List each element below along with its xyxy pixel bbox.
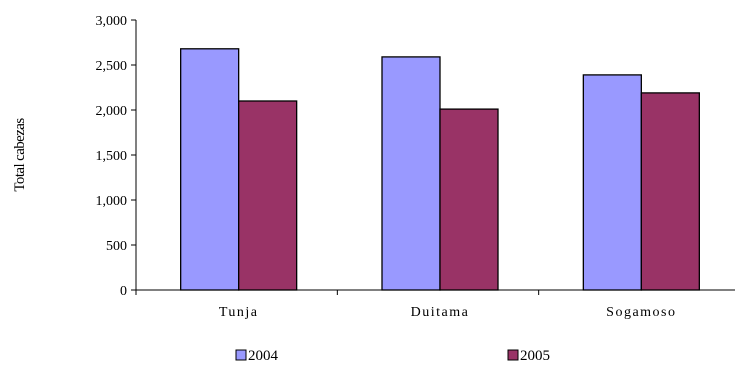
x-tick-label-duitama: Duitama [411,305,470,320]
y-tick-label: 0 [120,284,127,299]
x-tick-label-sogamoso: Sogamoso [606,305,676,320]
y-tick-label: 1,000 [96,194,128,209]
bar-duitama-2004 [382,57,440,290]
y-tick-label: 3,000 [96,14,128,29]
legend-swatch-2005 [508,350,518,360]
bar-sogamoso-2004 [583,75,641,290]
y-axis-title: Total cabezas [12,118,28,192]
y-tick-label: 1,500 [96,149,128,164]
legend: 2004 2005 [236,348,550,364]
legend-label-2005: 2005 [520,348,550,364]
bar-sogamoso-2005 [641,93,699,290]
bar-tunja-2005 [239,101,297,290]
legend-swatch-2004 [236,350,246,360]
legend-label-2004: 2004 [248,348,279,364]
y-tick-label: 2,000 [96,104,128,119]
bar-duitama-2005 [440,109,498,290]
bars-layer [181,49,700,290]
bar-tunja-2004 [181,49,239,290]
y-tick-label: 2,500 [96,59,128,74]
y-tick-label: 500 [106,239,127,254]
x-tick-label-tunja: Tunja [219,305,259,320]
